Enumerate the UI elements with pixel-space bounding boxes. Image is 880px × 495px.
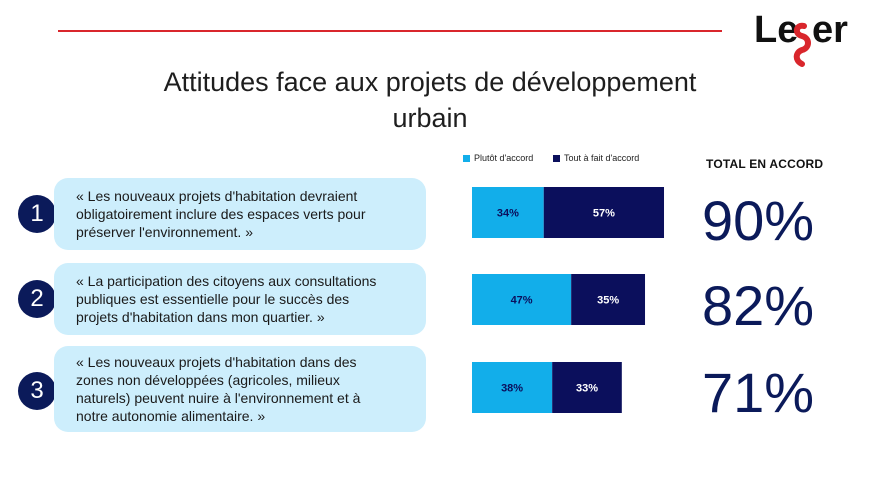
statement-text-2: « La participation des citoyens aux cons…	[76, 273, 377, 325]
statement-bubble-3: « Les nouveaux projets d'habitation dans…	[54, 346, 426, 432]
leger-logo: Le er	[754, 9, 848, 67]
bar-row3-series2	[552, 362, 622, 413]
statement-number-2: 2	[18, 280, 56, 318]
bar-row2-series1	[472, 274, 572, 325]
totals-header: TOTAL EN ACCORD	[706, 157, 824, 171]
bar-row1-series1	[472, 187, 544, 238]
total-row-1: 90%	[702, 189, 815, 252]
logo-text-er: er	[812, 9, 848, 51]
statement-text-1: « Les nouveaux projets d'habitation devr…	[76, 188, 366, 240]
bar-row3-series1	[472, 362, 553, 413]
bar-label-row1-series1: 34%	[497, 208, 519, 220]
total-row-2: 82%	[702, 274, 815, 337]
legend-item-plutot: Plutôt d'accord	[463, 153, 533, 163]
bar-row2-series2	[571, 274, 646, 325]
legend-swatch-plutot	[463, 154, 470, 162]
bar-label-row3-series2: 33%	[576, 383, 598, 395]
statement-text-3: « Les nouveaux projets d'habitation dans…	[76, 354, 361, 424]
statement-bubble-1: « Les nouveaux projets d'habitation devr…	[54, 178, 426, 250]
page-title: Attitudes face aux projets de développem…	[163, 67, 697, 133]
logo-text-le: Le	[754, 9, 798, 51]
bar-label-row3-series1: 38%	[501, 383, 523, 395]
statement-bubble-2: « La participation des citoyens aux cons…	[54, 263, 426, 335]
statement-number-1: 1	[18, 195, 56, 233]
bar-label-row2-series1: 47%	[511, 295, 533, 307]
statement-number-3: 3	[18, 372, 56, 410]
legend-label-plutot: Plutôt d'accord	[474, 153, 534, 163]
legend-item-tout-a-fait: Tout à fait d'accord	[553, 153, 639, 163]
bar-label-row1-series2: 57%	[593, 208, 615, 220]
header-divider	[58, 30, 722, 32]
legend-label-tout-a-fait: Tout à fait d'accord	[564, 153, 640, 163]
total-row-3: 71%	[702, 361, 815, 424]
logo-g-mark	[793, 22, 811, 67]
legend-swatch-tout-a-fait	[553, 154, 560, 162]
bar-label-row2-series2: 35%	[597, 295, 619, 307]
bar-row1-series2	[543, 187, 665, 238]
